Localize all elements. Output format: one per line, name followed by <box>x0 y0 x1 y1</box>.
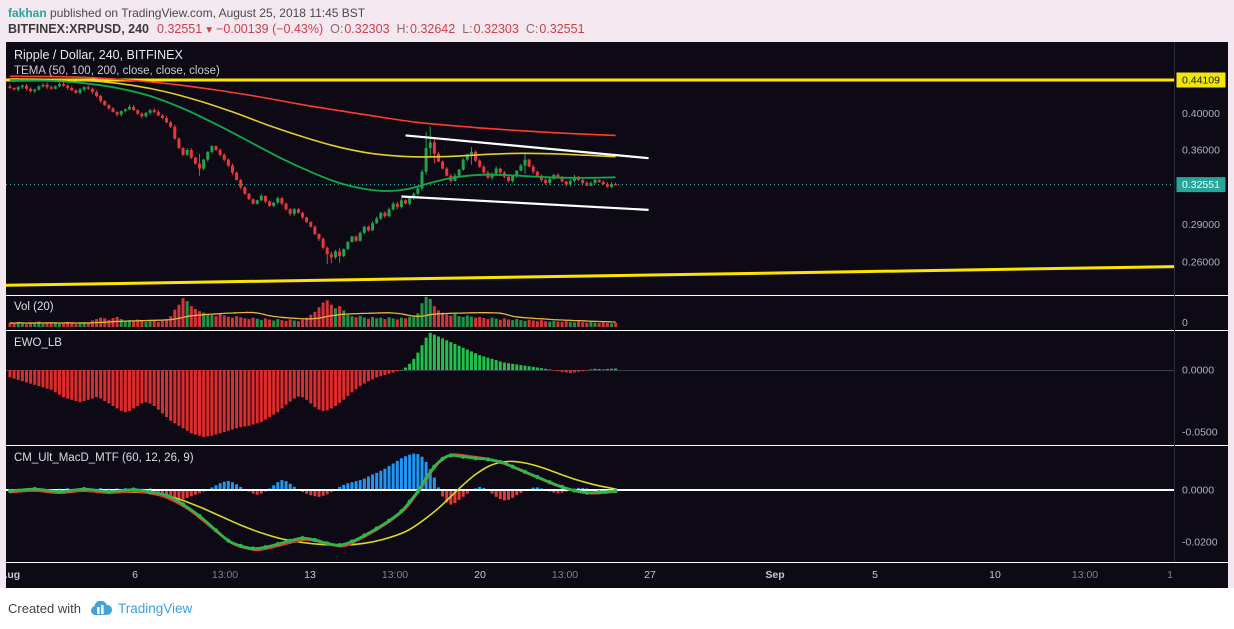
time-axis-label: 27 <box>644 569 656 581</box>
symbol-ohlc-bar: BITFINEX:XRPUSD, 240 0.32551 ▼ −0.00139 (−0… <box>8 22 585 36</box>
wedge-lower-line <box>401 195 649 211</box>
support-trendline <box>6 265 1175 287</box>
time-axis-label: 13:00 <box>552 569 578 581</box>
down-arrow-icon: ▼ <box>204 25 215 36</box>
time-axis-label: 13 <box>304 569 316 581</box>
close-label: C: <box>525 22 539 36</box>
price-badge-text: 0.44109 <box>1182 75 1220 87</box>
ewo-axis-label: 0.0000 <box>1182 365 1214 377</box>
open-label: O: <box>330 22 344 36</box>
tema-50-line <box>9 79 616 192</box>
ewo-histogram <box>6 332 1174 437</box>
macd-pane <box>6 453 1174 552</box>
time-axis-label: Aug <box>6 569 20 581</box>
close-value: 0.32551 <box>539 22 585 36</box>
volume-axis-label: 0 <box>1182 317 1188 329</box>
footer: Created with TradingView <box>0 588 1234 629</box>
macd-axis-label: 0.0000 <box>1182 485 1214 497</box>
price-axis-label: 0.36000 <box>1182 144 1220 156</box>
open-value: 0.32303 <box>344 22 390 36</box>
last-price-value: 0.32551 <box>157 22 203 36</box>
time-axis-label: Sep <box>765 569 784 581</box>
price-chart-svg[interactable]: 0.40000 0.36000 0.29000 0.26000 0.44109 0.325… <box>6 42 1228 588</box>
tradingview-brand[interactable]: TradingView <box>117 601 193 616</box>
time-axis-label: 20 <box>474 569 486 581</box>
publish-info: fakhan published on TradingView.com, Aug… <box>8 6 365 20</box>
time-axis-label: 13:00 <box>382 569 408 581</box>
macd-axis-label: -0.0200 <box>1182 537 1218 549</box>
high-value: 0.32642 <box>410 22 456 36</box>
chart-area[interactable]: 0.40000 0.36000 0.29000 0.26000 0.44109 0.325… <box>6 42 1228 588</box>
symbol-name[interactable]: BITFINEX:XRPUSD, 240 <box>8 22 150 36</box>
tema-100-line <box>9 78 616 158</box>
macd-yellow-line <box>9 460 616 546</box>
volume-ma-line <box>9 311 616 324</box>
price-axis-label: 0.29000 <box>1182 219 1220 231</box>
candles <box>8 81 618 264</box>
tradingview-logo-icon[interactable] <box>89 601 113 616</box>
time-axis-label: 10 <box>989 569 1001 581</box>
price-axis-label: 0.26000 <box>1182 256 1220 268</box>
created-with-text: Created with <box>8 601 81 616</box>
time-axis-label: 13:00 <box>1072 569 1098 581</box>
author-name[interactable]: fakhan <box>8 6 47 20</box>
wedge-upper-line <box>405 134 649 160</box>
price-badge <box>1176 177 1226 193</box>
time-axis-label: 5 <box>872 569 878 581</box>
publish-text: published on TradingView.com, August 25,… <box>46 6 366 20</box>
time-axis-label: 13:00 <box>212 569 238 581</box>
price-change: −0.00139 (−0.43%) <box>216 22 324 36</box>
price-badge-text: 0.32551 <box>1182 179 1220 191</box>
time-axis-label: 1 <box>1167 569 1173 581</box>
high-label: H: <box>396 22 410 36</box>
low-value: 0.32303 <box>473 22 519 36</box>
price-axis-label: 0.40000 <box>1182 108 1220 120</box>
tema-200-line <box>9 75 616 137</box>
low-label: L: <box>462 22 473 36</box>
price-badge <box>1176 72 1226 88</box>
time-axis-label: 6 <box>132 569 138 581</box>
ewo-axis-label: -0.0500 <box>1182 427 1218 439</box>
chart-background <box>6 42 1228 588</box>
